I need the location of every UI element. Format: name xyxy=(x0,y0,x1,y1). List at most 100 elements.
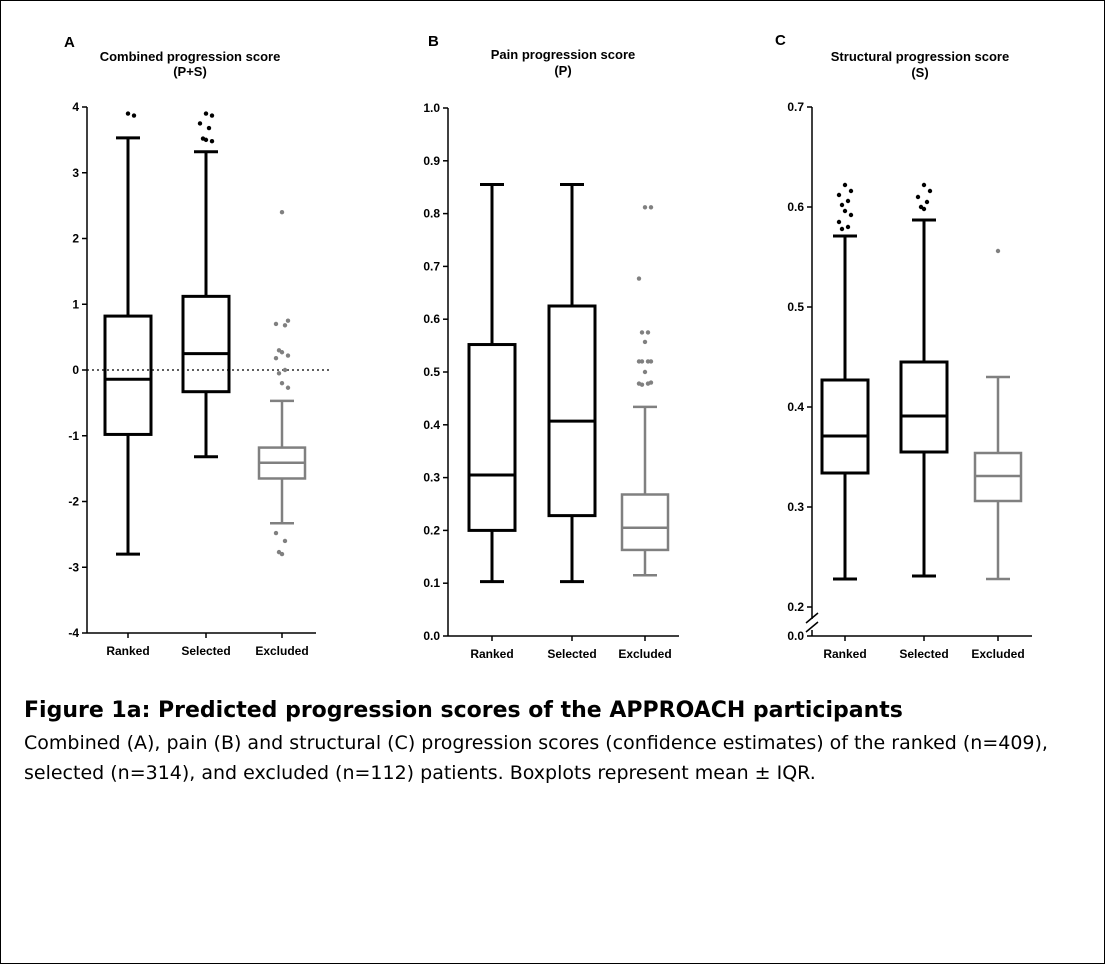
iqr-box xyxy=(547,304,597,518)
outlier-point xyxy=(845,198,851,204)
y-tick-label: 0.3 xyxy=(423,471,440,485)
outlier-point xyxy=(273,321,279,327)
x-tick-label: Excluded xyxy=(971,647,1024,661)
outlier-point xyxy=(197,121,203,126)
y-tick-label: 0.6 xyxy=(787,200,804,214)
y-tick-label: 0.0 xyxy=(787,629,804,643)
outlier-point xyxy=(642,205,648,210)
caption-title: Figure 1a: Predicted progression scores … xyxy=(24,698,903,723)
outlier-point xyxy=(645,330,651,335)
y-tick-label: 2 xyxy=(72,232,79,246)
outlier-point xyxy=(279,551,285,557)
y-tick-label: 0.1 xyxy=(423,576,440,590)
panel-c: C Structural progression score(S) 0.0 0.2 0.… xyxy=(775,32,1032,661)
outlier-point xyxy=(125,111,131,116)
outlier-point xyxy=(203,111,209,116)
x-tick-label: Selected xyxy=(899,647,948,661)
box-excluded: Excluded xyxy=(255,210,309,658)
outlier-point xyxy=(927,188,933,194)
box-selected: Selected xyxy=(899,182,949,661)
x-tick-label: Ranked xyxy=(823,647,866,661)
outlier-point xyxy=(848,212,854,218)
y-tick-label: 0 xyxy=(72,363,79,377)
outlier-point xyxy=(842,182,848,188)
y-tick-label: 0.6 xyxy=(423,312,440,326)
outlier-point xyxy=(839,226,845,232)
axis-break-mark xyxy=(805,612,819,624)
outlier-point xyxy=(282,323,288,328)
outlier-point xyxy=(839,202,845,208)
y-tick-label: 0.7 xyxy=(787,100,804,114)
y-tick-label: 0.0 xyxy=(423,629,440,643)
boxplot-figure: A Combined progression score(P+S) -4 -3 -2 -1… xyxy=(64,32,1032,661)
outlier-point xyxy=(209,138,215,144)
iqr-box xyxy=(820,378,870,475)
panel-letter: B xyxy=(428,33,439,50)
panel-subtitle: (P) xyxy=(554,63,571,78)
y-tick-label: -1 xyxy=(68,429,79,443)
outlier-point xyxy=(639,359,645,364)
outlier-point xyxy=(915,194,921,200)
outlier-point xyxy=(645,381,651,386)
outlier-point xyxy=(273,355,279,361)
outlier-point xyxy=(206,125,212,131)
outlier-point xyxy=(842,208,848,214)
outlier-point xyxy=(273,530,279,536)
x-tick-label: Excluded xyxy=(618,647,671,661)
panel-letter: C xyxy=(775,32,786,49)
y-tick-label: 4 xyxy=(72,100,79,114)
outlier-point xyxy=(639,330,645,335)
panel-b: B Pain progression score(P) 0.0 0.1 0.2 0.3 0.… xyxy=(423,33,679,661)
y-tick-label: 0.4 xyxy=(423,418,440,432)
outlier-point xyxy=(636,276,642,281)
outlier-point xyxy=(282,538,288,544)
panel-a: A Combined progression score(P+S) -4 -3 -2 -1… xyxy=(64,34,331,658)
outlier-point xyxy=(645,359,651,364)
panel-title: Structural progression score xyxy=(831,49,1009,64)
iqr-box xyxy=(103,314,153,436)
y-tick-label: -4 xyxy=(68,626,79,640)
box-selected: Selected xyxy=(547,183,597,661)
x-tick-label: Excluded xyxy=(255,644,308,658)
outlier-point xyxy=(642,369,648,375)
outlier-point xyxy=(209,113,215,118)
outlier-point xyxy=(848,188,854,194)
outlier-point xyxy=(131,113,137,118)
outlier-point xyxy=(203,137,209,143)
x-tick-label: Ranked xyxy=(106,644,149,658)
outlier-point xyxy=(836,192,842,198)
x-tick-label: Selected xyxy=(181,644,230,658)
box-selected: Selected xyxy=(181,111,231,658)
y-tick-label: 0.9 xyxy=(423,154,440,168)
outlier-point xyxy=(995,248,1001,254)
x-tick-label: Selected xyxy=(547,647,596,661)
box-ranked: Ranked xyxy=(467,183,517,661)
y-tick-label: 3 xyxy=(72,166,79,180)
y-tick-label: 0.5 xyxy=(423,365,440,379)
iqr-box xyxy=(181,294,231,394)
outlier-point xyxy=(921,182,927,188)
y-tick-label: 0.7 xyxy=(423,259,440,273)
y-tick-label: 1 xyxy=(72,297,79,311)
iqr-box xyxy=(620,493,670,552)
outlier-point xyxy=(279,380,285,386)
iqr-box xyxy=(467,343,517,532)
outlier-point xyxy=(845,224,851,230)
box-excluded: Excluded xyxy=(971,248,1025,661)
outlier-point xyxy=(648,205,654,210)
outlier-point xyxy=(921,206,927,212)
panel-letter: A xyxy=(64,34,75,51)
y-tick-label: 0.4 xyxy=(787,400,804,414)
panel-subtitle: (S) xyxy=(911,65,928,80)
y-tick-label: 0.5 xyxy=(787,300,804,314)
y-tick-label: -2 xyxy=(68,495,79,509)
box-excluded: Excluded xyxy=(618,205,672,661)
outlier-point xyxy=(924,199,930,205)
outlier-point xyxy=(285,385,291,390)
panel-subtitle: (P+S) xyxy=(173,64,207,79)
outlier-point xyxy=(836,219,842,225)
y-tick-label: 0.3 xyxy=(787,500,804,514)
axis-break-mark xyxy=(805,621,819,633)
y-tick-label: -3 xyxy=(68,560,79,574)
